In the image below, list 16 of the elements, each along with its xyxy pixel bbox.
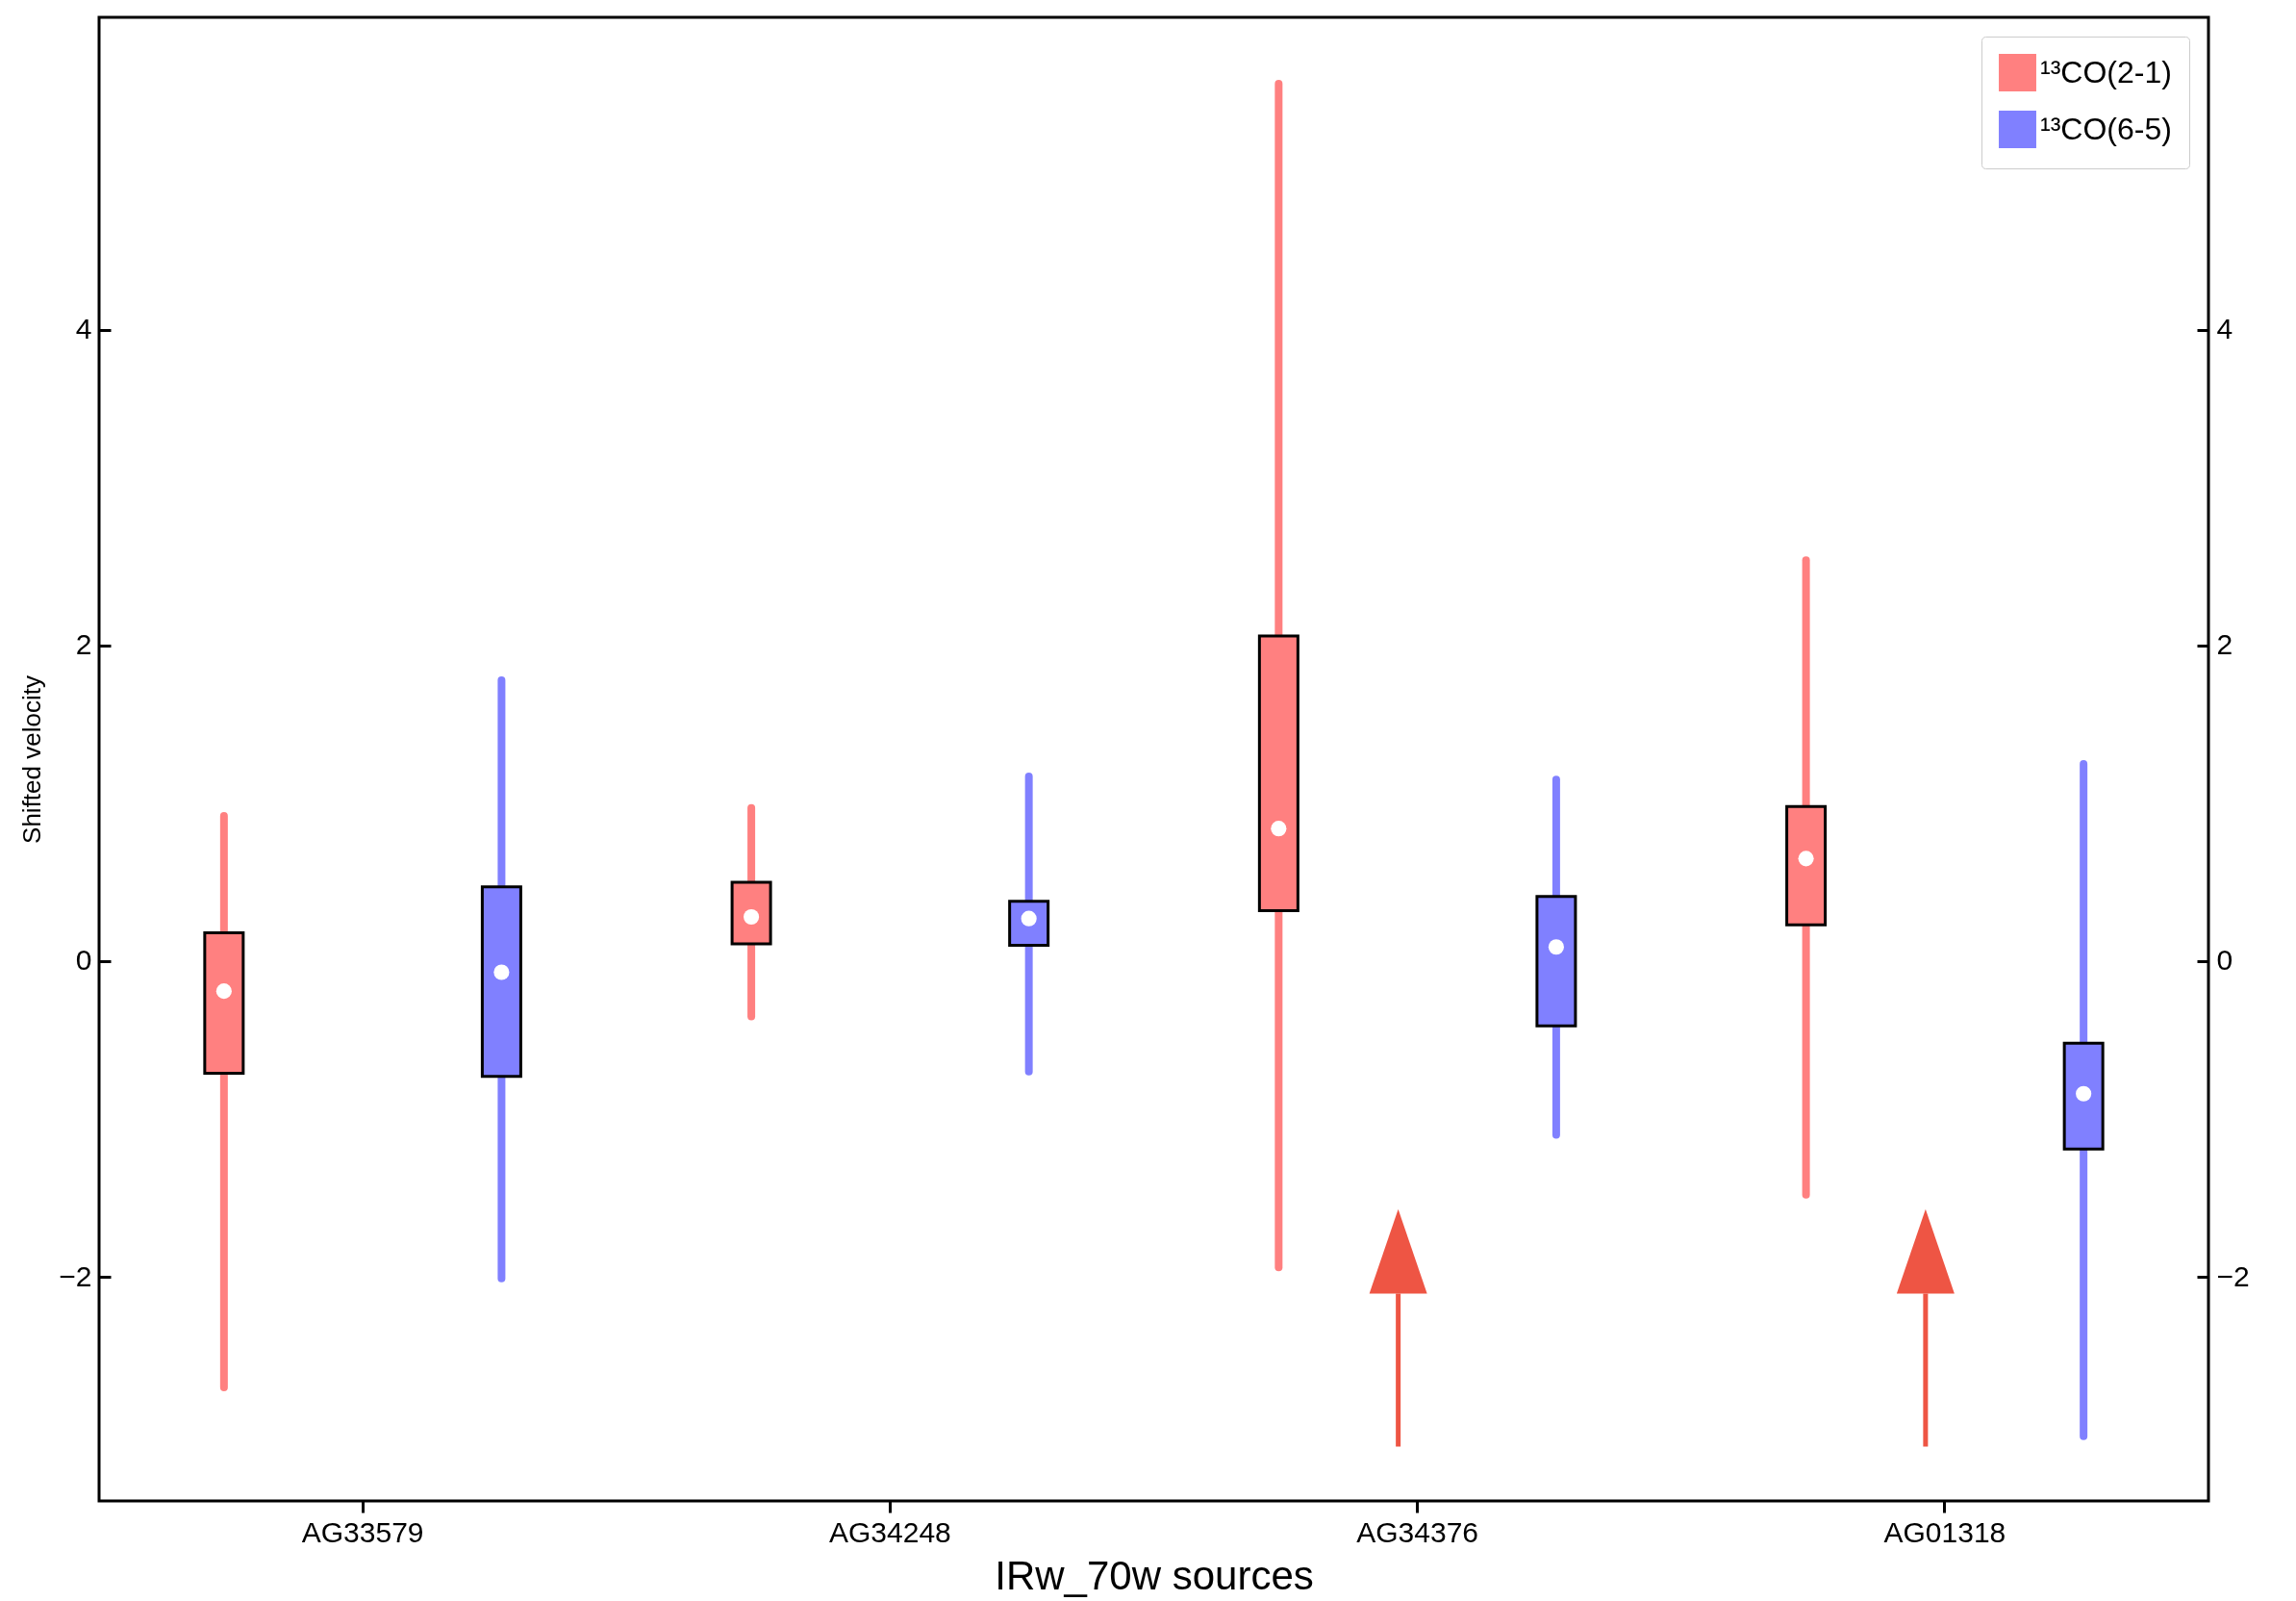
y-tick-label: 4 [75,313,92,345]
y2-tick-label: 2 [2216,628,2233,661]
x-tick-label: AG34248 [828,1515,951,1548]
x-tick-label: AG01318 [1883,1515,2006,1548]
x-tick-label: AG34376 [1356,1515,1479,1548]
y-tick-label: 2 [75,628,92,661]
legend-label: ¹³CO(6-5) [2040,111,2172,146]
y-tick-label: −2 [59,1259,92,1292]
y2-tick-label: 0 [2216,944,2233,977]
x-axis-title: IRw_70w sources [995,1552,1314,1598]
legend-label: ¹³CO(2-1) [2040,54,2172,89]
y-axis-title: Shifted velocity [17,675,47,844]
y2-tick-label: 4 [2216,313,2233,345]
y-tick-label: 0 [75,944,92,977]
y2-tick-label: −2 [2216,1259,2250,1292]
x-tick-label: AG33579 [301,1515,424,1548]
